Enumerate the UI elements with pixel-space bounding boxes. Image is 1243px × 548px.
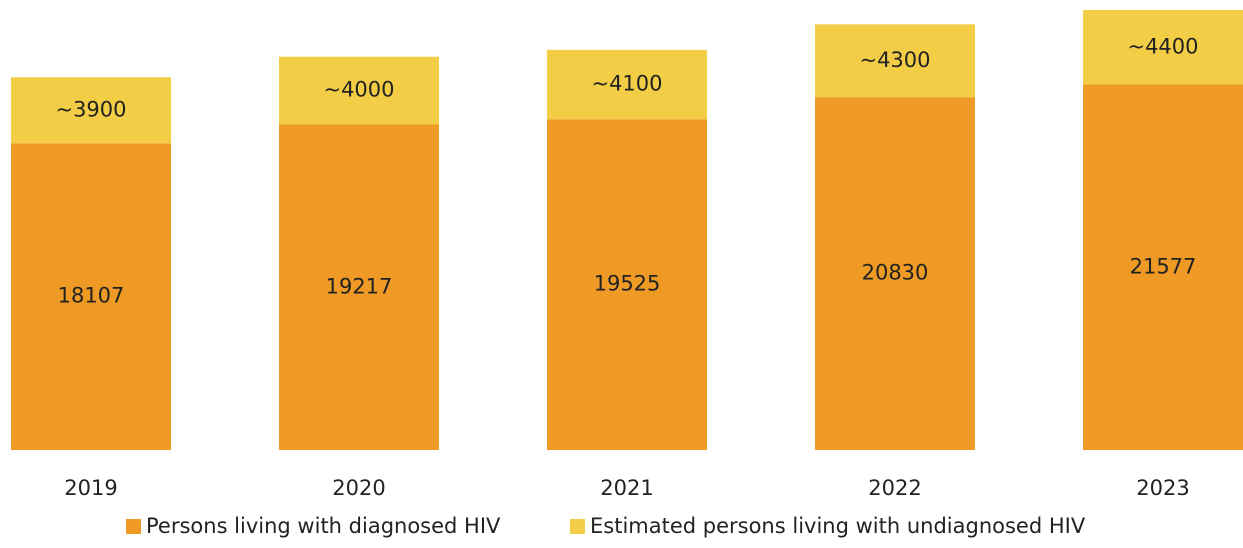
data-label: ~4400 xyxy=(1127,34,1198,58)
bar-segment xyxy=(11,143,171,450)
legend-swatch xyxy=(126,519,141,534)
bar-segment xyxy=(547,119,707,451)
x-tick-label: 2022 xyxy=(868,476,921,500)
data-label: ~3900 xyxy=(55,97,126,121)
bar-segment xyxy=(1083,10,1243,85)
x-tick-label: 2023 xyxy=(1136,476,1189,500)
x-tick-label: 2021 xyxy=(600,476,653,500)
data-label: 19217 xyxy=(326,274,393,298)
legend-swatch xyxy=(570,519,585,534)
data-label: ~4300 xyxy=(859,48,930,72)
bar-segment xyxy=(547,49,707,120)
bar-segment xyxy=(11,77,171,144)
bar-segment xyxy=(815,97,975,450)
legend-label: Persons living with diagnosed HIV xyxy=(146,514,501,538)
bar-segment xyxy=(279,124,439,451)
data-label: 20830 xyxy=(862,261,929,285)
data-label: 21577 xyxy=(1130,254,1197,278)
x-tick-label: 2020 xyxy=(332,476,385,500)
bar-segment xyxy=(279,56,439,125)
data-label: 19525 xyxy=(594,272,661,296)
data-label: ~4000 xyxy=(323,78,394,102)
bar-segment xyxy=(815,24,975,98)
legend-label: Estimated persons living with undiagnose… xyxy=(590,514,1086,538)
data-label: 18107 xyxy=(58,284,125,308)
data-label: ~4100 xyxy=(591,72,662,96)
bar-segment xyxy=(1083,84,1243,450)
x-tick-label: 2019 xyxy=(64,476,117,500)
